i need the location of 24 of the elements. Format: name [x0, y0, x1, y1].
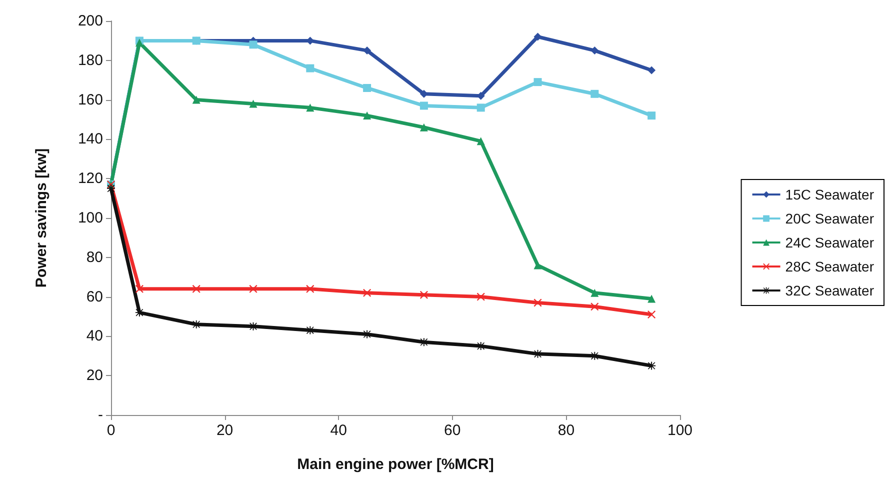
x-tick-label: 40 [330, 422, 347, 439]
y-tick-label: 80 [86, 248, 103, 266]
legend-label: 32C Seawater [785, 282, 874, 298]
legend-label: 20C Seawater [785, 210, 874, 226]
x-tick-label: 60 [444, 422, 461, 439]
y-axis-title: Power savings [kw] [33, 148, 50, 288]
y-tick-label: 160 [78, 91, 103, 108]
x-tick-label: 20 [216, 422, 234, 439]
legend-label: 15C Seawater [785, 186, 874, 202]
y-tick-label: 200 [78, 12, 103, 30]
y-tick-label: 20 [86, 367, 103, 384]
x-axis-title: Main engine power [%MCR] [297, 456, 494, 473]
y-tick-label: 140 [78, 130, 103, 148]
y-tick-label: - [98, 406, 103, 424]
x-tick-label: 80 [558, 422, 575, 439]
x-tick-label: 100 [667, 422, 693, 439]
x-tick-label: 0 [106, 422, 116, 439]
legend-label: 28C Seawater [785, 258, 874, 274]
y-tick-label: 180 [78, 52, 103, 69]
y-tick-label: 100 [78, 210, 103, 226]
legend-label: 24C Seawater [785, 234, 874, 250]
y-tick-label: 120 [78, 170, 103, 188]
y-tick-label: 60 [86, 288, 103, 306]
y-tick-label: 40 [86, 328, 103, 345]
